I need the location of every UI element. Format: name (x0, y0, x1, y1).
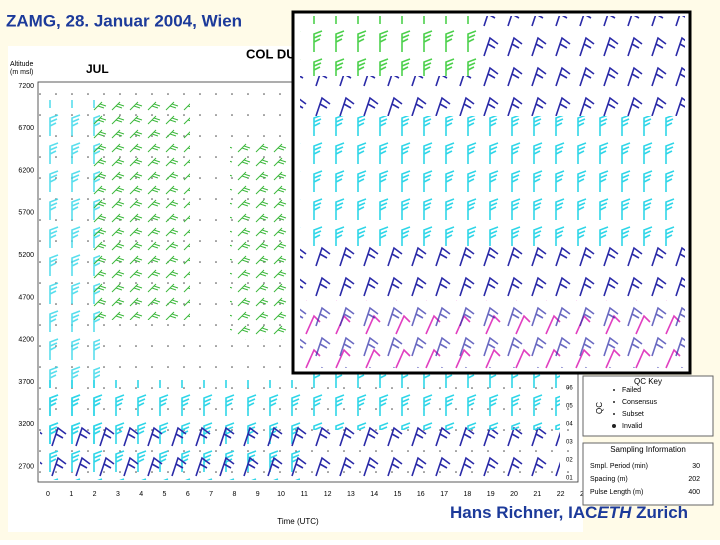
right-tick-label: 02 (566, 458, 573, 464)
x-tick-label: 11 (301, 491, 308, 498)
barbs-green (90, 100, 190, 320)
x-tick-label: 13 (347, 491, 355, 498)
y-tick-label: 3200 (18, 421, 34, 428)
footer-author: Hans Richner, IAC (450, 503, 597, 522)
y-tick-label: 5700 (18, 210, 34, 217)
qc-side-label: QC (595, 402, 604, 414)
sampling-value: 202 (688, 476, 700, 483)
x-tick-label: 3 (116, 491, 120, 498)
y-tick-label: 7200 (18, 83, 34, 90)
y-axis-label: (m msl) (10, 69, 33, 76)
qc-item: Failed (622, 387, 641, 394)
inset-barbs-cyan (300, 116, 685, 246)
barbs-green (230, 140, 300, 340)
footer: Hans Richner, IACETH Zurich (450, 503, 688, 522)
sampling-value: 400 (688, 489, 700, 496)
y-tick-label: 3700 (18, 379, 34, 386)
right-tick-label: 05 (566, 404, 573, 410)
x-tick-label: 8 (232, 491, 236, 498)
sampling-label: Spacing (m) (590, 476, 628, 483)
x-tick-label: 18 (464, 491, 472, 498)
x-axis-label: Time (UTC) (277, 517, 319, 526)
barbs-cyan (300, 370, 560, 430)
y-tick-label: 6200 (18, 167, 34, 174)
x-tick-label: 15 (394, 491, 402, 498)
qc-symbol (613, 413, 615, 415)
y-tick-label: 4200 (18, 337, 34, 344)
right-tick-label: 03 (566, 440, 573, 446)
qc-symbol (613, 389, 615, 391)
x-tick-label: 7 (209, 491, 213, 498)
qc-symbol (613, 401, 615, 403)
qc-item: Invalid (622, 423, 642, 430)
x-tick-label: 19 (487, 491, 495, 498)
x-tick-label: 6 (186, 491, 190, 498)
inset-barbs-blue (300, 246, 685, 306)
sampling-box (582, 442, 714, 506)
x-tick-label: 21 (533, 491, 541, 498)
sampling-label: Pulse Length (m) (590, 489, 643, 496)
x-tick-label: 20 (510, 491, 518, 498)
footer-city: Zurich (631, 503, 688, 522)
x-tick-label: 9 (256, 491, 260, 498)
x-tick-label: 12 (324, 491, 332, 498)
x-tick-label: 17 (440, 491, 448, 498)
y-tick-label: 4700 (18, 294, 34, 301)
y-tick-label: 2700 (18, 464, 34, 471)
footer-institute: ETH (597, 503, 632, 522)
x-tick-label: 5 (163, 491, 167, 498)
inset-barbs-blue (480, 16, 685, 76)
x-tick-label: 4 (139, 491, 143, 498)
y-tick-label: 5200 (18, 252, 34, 259)
x-tick-label: 22 (557, 491, 565, 498)
y-tick-label: 6700 (18, 125, 34, 132)
right-tick-label: 01 (566, 476, 573, 482)
sampling-title: Sampling Information (610, 445, 686, 454)
right-tick-label: 06 (566, 386, 573, 392)
sampling-label: Smpl. Period (min) (590, 463, 648, 470)
y-axis-label: Altitude (10, 61, 33, 68)
qc-key-title: QC Key (634, 377, 662, 386)
x-tick-label: 0 (46, 491, 50, 498)
sampling-value: 30 (692, 463, 700, 470)
inset-barbs-green (300, 16, 480, 76)
inset-barbs-blue (300, 306, 685, 368)
x-tick-label: 14 (370, 491, 378, 498)
x-tick-label: 16 (417, 491, 425, 498)
plot-label: JUL (86, 62, 109, 76)
qc-symbol (612, 424, 616, 428)
qc-item: Consensus (622, 399, 658, 406)
right-tick-label: 04 (566, 422, 573, 428)
slide-title: ZAMG, 28. Januar 2004, Wien (6, 11, 242, 30)
inset-barbs-blue (300, 76, 685, 116)
x-tick-label: 10 (277, 491, 285, 498)
qc-item: Subset (622, 411, 644, 418)
x-tick-label: 2 (93, 491, 97, 498)
x-tick-label: 1 (69, 491, 73, 498)
qc-key-box (582, 375, 714, 437)
plot-title: COL DU (246, 46, 296, 61)
